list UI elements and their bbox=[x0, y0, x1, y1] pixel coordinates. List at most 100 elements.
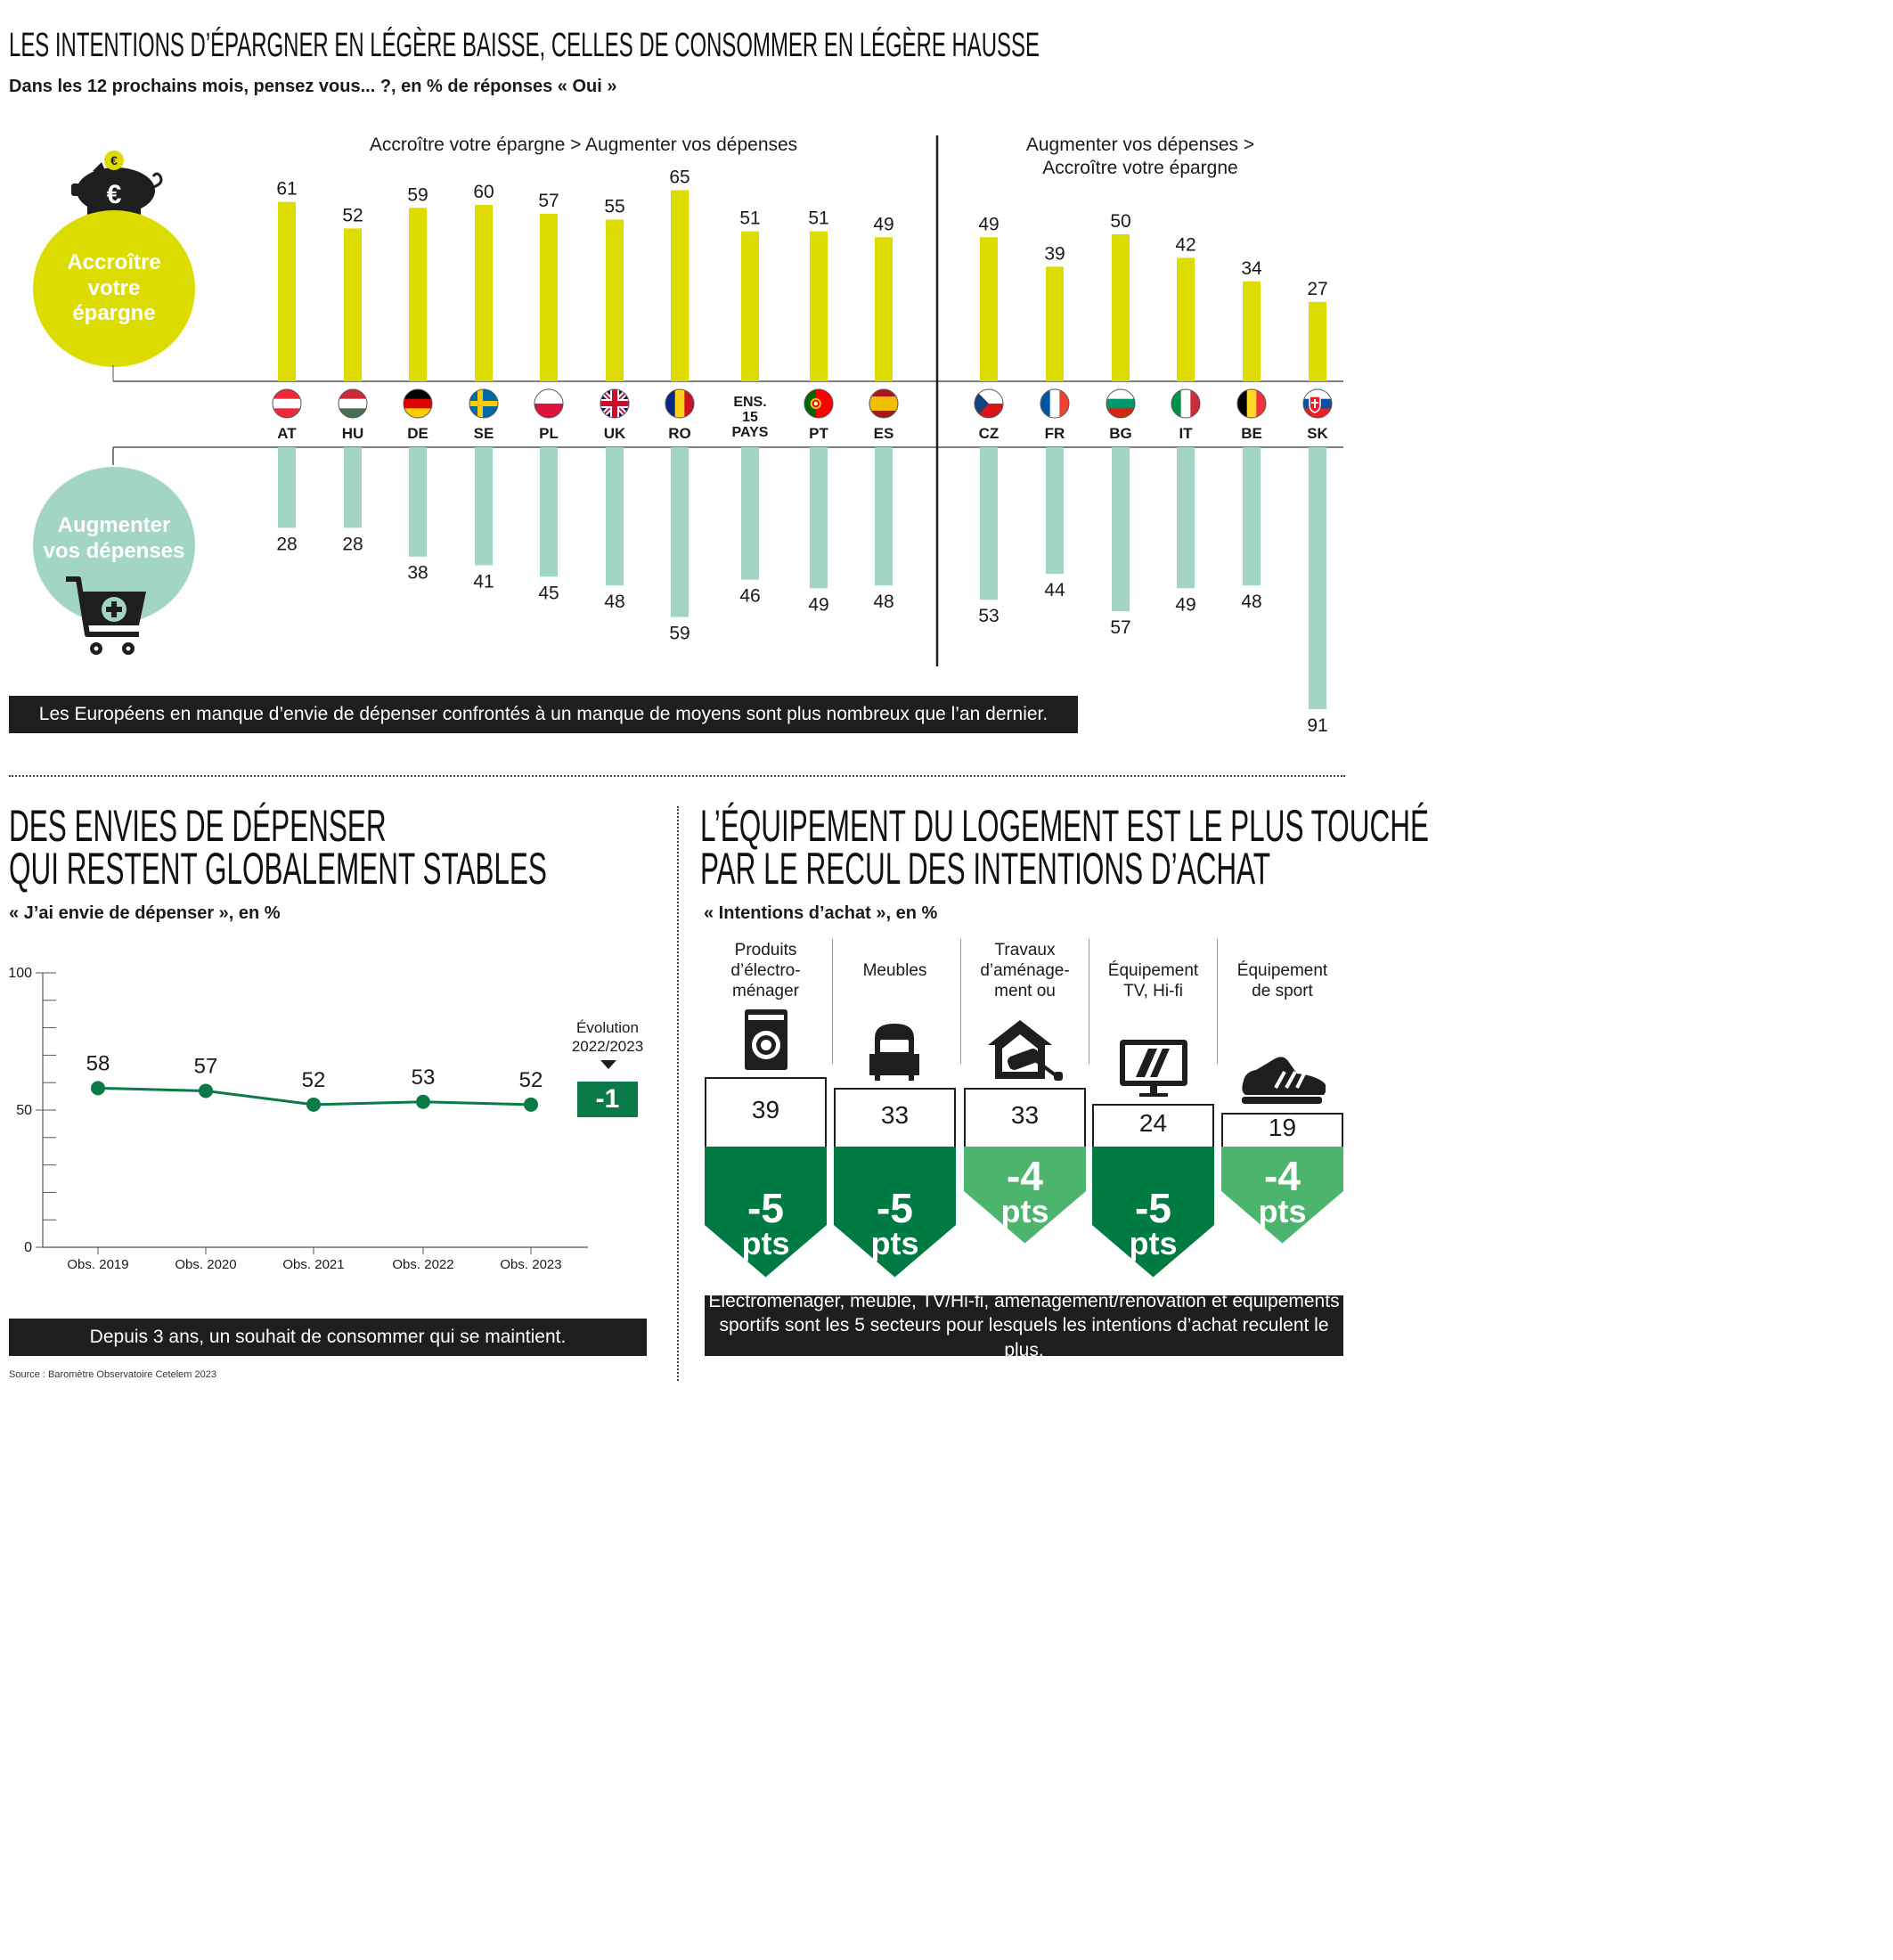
savings-bar-ENS. 15 PAYS bbox=[741, 232, 759, 381]
equip-change-unit: pts bbox=[1092, 1229, 1214, 1258]
equip-change-unit: pts bbox=[834, 1229, 956, 1258]
savings-bar-UK bbox=[606, 220, 624, 382]
equip-category-label: Travaux bbox=[964, 941, 1086, 961]
point-Obs. 2023 bbox=[524, 1098, 538, 1112]
country-code-BE: BE bbox=[1241, 425, 1262, 442]
flag-uk-icon bbox=[600, 389, 629, 418]
flag-pl-icon bbox=[534, 389, 563, 418]
equip-category-label: d’électro- bbox=[705, 961, 827, 982]
savings-value-ES: 49 bbox=[873, 214, 893, 234]
flag-ro-icon bbox=[665, 389, 695, 418]
washing-machine-icon bbox=[739, 1008, 793, 1072]
flag-hu-icon bbox=[339, 389, 367, 419]
spending-bar-PT bbox=[810, 447, 828, 588]
spending-bar-CZ bbox=[980, 447, 998, 600]
savings-value-PL: 57 bbox=[538, 191, 559, 211]
point-Obs. 2022 bbox=[416, 1095, 430, 1109]
point-Obs. 2021 bbox=[306, 1098, 321, 1112]
equip-category-label: d’aménage- bbox=[964, 961, 1086, 982]
spending-bar-ES bbox=[875, 447, 893, 585]
equip-change-value: -5 bbox=[705, 1189, 827, 1227]
savings-value-BG: 50 bbox=[1110, 211, 1130, 232]
country-code-PT: PT bbox=[809, 425, 828, 442]
spending-bar-UK bbox=[606, 447, 624, 585]
equip-change-value: -5 bbox=[1092, 1189, 1214, 1227]
savings-bar-BE bbox=[1243, 282, 1261, 381]
equip-column-divider bbox=[832, 939, 833, 1064]
savings-value-IT: 42 bbox=[1175, 234, 1195, 255]
spending-bar-SE bbox=[475, 447, 493, 565]
spending-value-RO: 59 bbox=[669, 624, 689, 644]
country-code-DE: DE bbox=[407, 425, 428, 442]
point-label-Obs. 2022: 53 bbox=[412, 1066, 436, 1090]
equip-column-divider bbox=[960, 939, 961, 1064]
country-code-BG: BG bbox=[1109, 425, 1132, 442]
savings-bar-FR bbox=[1046, 266, 1064, 381]
spending-bar-IT bbox=[1177, 447, 1195, 588]
equip-value: 33 bbox=[834, 1101, 956, 1130]
line-title-2: QUI RESTENT GLOBALEMENT STABLES bbox=[9, 843, 547, 894]
equip-change-value: -5 bbox=[834, 1189, 956, 1227]
savings-value-RO: 65 bbox=[669, 167, 689, 188]
section-divider bbox=[9, 775, 1345, 777]
spending-bar-BG bbox=[1112, 447, 1130, 611]
flag-bg-icon bbox=[1106, 389, 1135, 419]
equip-category-label: Équipement bbox=[1092, 961, 1214, 982]
country-code-line-1: 15 bbox=[742, 410, 758, 425]
point-label-Obs. 2023: 52 bbox=[519, 1068, 543, 1092]
savings-bar-PL bbox=[540, 214, 558, 381]
sneaker-icon bbox=[1240, 1045, 1326, 1107]
flag-sk-icon bbox=[1303, 389, 1332, 419]
flag-fr-icon bbox=[1040, 389, 1070, 418]
country-code-FR: FR bbox=[1045, 425, 1065, 442]
x-label-Obs. 2022: Obs. 2022 bbox=[392, 1257, 453, 1272]
savings-bar-DE bbox=[409, 208, 427, 381]
spending-bar-RO bbox=[671, 447, 689, 617]
spending-value-ENS. 15 PAYS: 46 bbox=[739, 586, 760, 607]
evolution-arrow-icon bbox=[600, 1060, 616, 1069]
equip-value-box bbox=[834, 1088, 956, 1148]
equip-change-unit: pts bbox=[1221, 1196, 1343, 1226]
line-banner: Depuis 3 ans, un souhait de consommer qu… bbox=[9, 1319, 647, 1356]
armchair-icon bbox=[868, 1020, 923, 1082]
point-label-Obs. 2019: 58 bbox=[86, 1051, 110, 1075]
equip-banner-line-2: sportifs sont les 5 secteurs pour lesque… bbox=[705, 1313, 1343, 1362]
spending-value-SK: 91 bbox=[1307, 715, 1327, 736]
country-code-SE: SE bbox=[474, 425, 494, 442]
equip-change-value: -4 bbox=[964, 1157, 1086, 1195]
spending-value-DE: 38 bbox=[407, 563, 428, 584]
equip-category-label: TV, Hi-fi bbox=[1092, 982, 1214, 1002]
source-note: Source : Baromètre Observatoire Cetelem … bbox=[9, 1369, 216, 1380]
spending-value-BG: 57 bbox=[1110, 617, 1130, 638]
spending-value-ES: 48 bbox=[873, 592, 893, 612]
savings-value-DE: 59 bbox=[407, 184, 428, 205]
savings-bar-RO bbox=[671, 191, 689, 382]
spending-value-PT: 49 bbox=[808, 594, 828, 615]
x-label-Obs. 2019: Obs. 2019 bbox=[67, 1257, 128, 1272]
flag-se-icon bbox=[469, 389, 498, 418]
equip-value-box bbox=[705, 1077, 827, 1148]
tv-icon bbox=[1118, 1038, 1189, 1098]
equip-title-2: PAR LE RECUL DES INTENTIONS D’ACHAT bbox=[700, 843, 1270, 894]
line-subtitle: « J’ai envie de dépenser », en % bbox=[9, 903, 281, 924]
savings-bar-PT bbox=[810, 232, 828, 381]
savings-bar-HU bbox=[344, 228, 362, 381]
equip-change-unit: pts bbox=[964, 1196, 1086, 1226]
spending-bar-DE bbox=[409, 447, 427, 557]
savings-bar-ES bbox=[875, 237, 893, 381]
country-code-ES: ES bbox=[874, 425, 894, 442]
savings-value-AT: 61 bbox=[276, 179, 297, 200]
country-code-CZ: CZ bbox=[979, 425, 1000, 442]
country-code-line-0: ENS. bbox=[733, 395, 766, 410]
evolution-label-2: 2022/2023 bbox=[563, 1038, 652, 1056]
savings-value-PT: 51 bbox=[808, 208, 828, 229]
country-code-IT: IT bbox=[1179, 425, 1193, 442]
equip-change-value: -4 bbox=[1221, 1157, 1343, 1195]
equip-category-label: Meubles bbox=[834, 961, 956, 982]
equip-category-label: Équipement bbox=[1221, 961, 1343, 982]
equip-value: 24 bbox=[1092, 1109, 1214, 1138]
line-chart: 0 50 100 58 Obs. 2019 57 Obs. 2020 52 Obs. 2021 5… bbox=[0, 944, 659, 1283]
y-tick-label-100: 100 bbox=[8, 966, 32, 981]
country-bar-chart: 6128AT5228HU5938DE6041SE5745PL5548UK6559… bbox=[0, 0, 1355, 748]
equip-value-box bbox=[1221, 1113, 1343, 1148]
